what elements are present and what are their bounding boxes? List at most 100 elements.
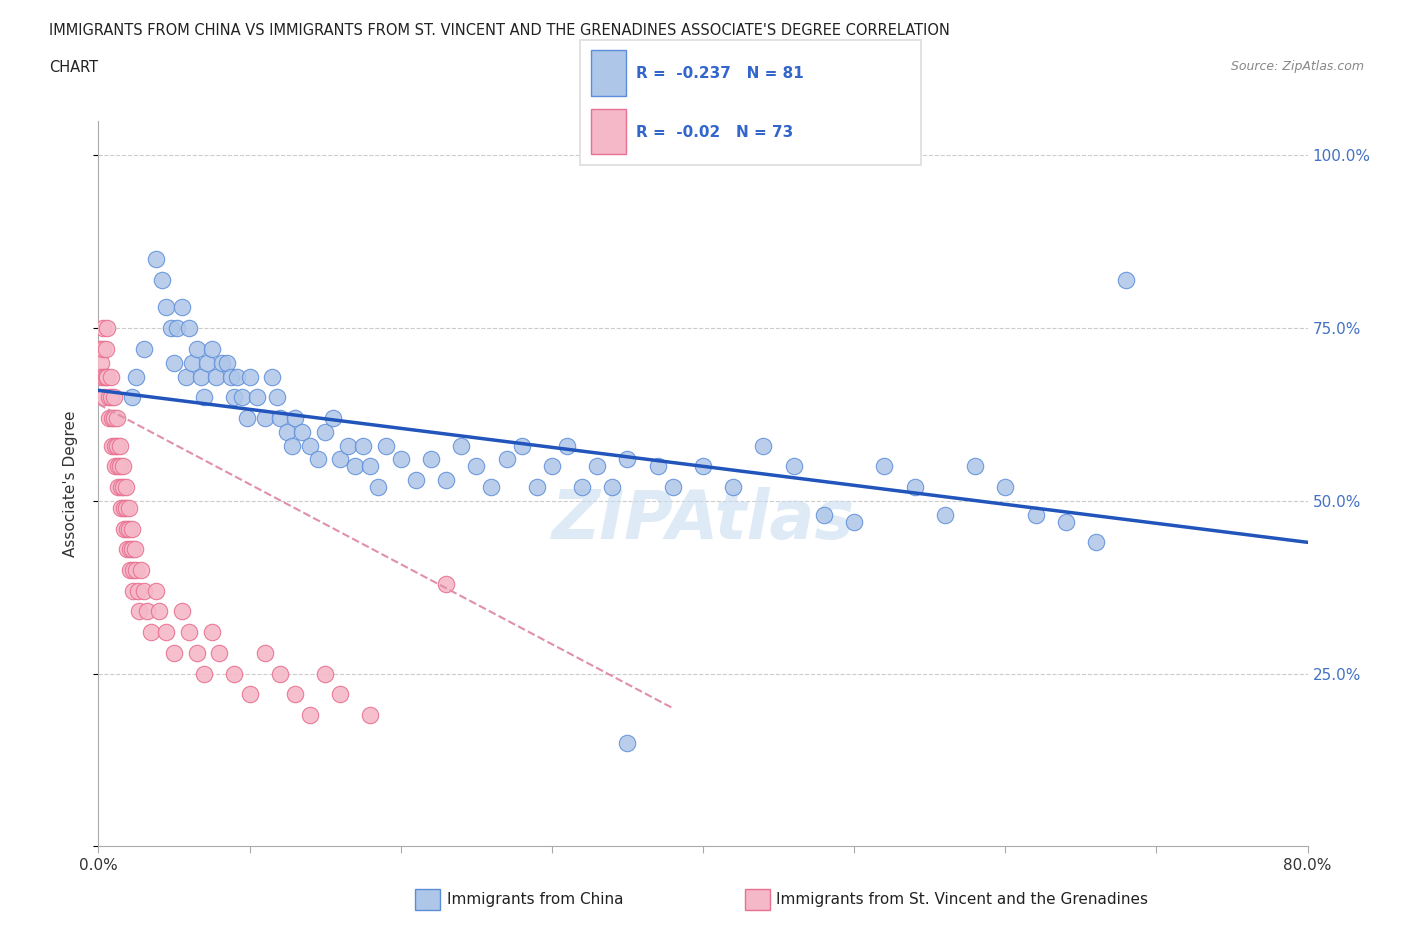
Point [540, 458, 562, 473]
Point [284, 687, 307, 702]
Point [571, 480, 593, 495]
Point [100, 369, 122, 384]
Point [389, 452, 412, 467]
Point [299, 438, 322, 453]
Point [367, 480, 389, 495]
Point [105, 410, 128, 425]
Point [329, 687, 352, 702]
Point [965, 458, 987, 473]
Point [844, 514, 866, 529]
Point [186, 645, 208, 660]
Point [93, 369, 115, 384]
Point [107, 458, 129, 473]
Point [121, 542, 143, 557]
Point [160, 321, 183, 336]
Point [299, 708, 322, 723]
Point [91, 321, 114, 336]
Point [94, 369, 117, 384]
Point [104, 458, 127, 473]
Point [100, 390, 122, 405]
Point [873, 458, 896, 473]
Point [150, 272, 173, 287]
Point [1054, 514, 1077, 529]
Point [1115, 272, 1137, 287]
Point [661, 480, 683, 495]
Text: R =  -0.02   N = 73: R = -0.02 N = 73 [636, 125, 793, 140]
Point [115, 542, 138, 557]
Point [120, 542, 142, 557]
Point [110, 480, 132, 495]
Point [224, 390, 246, 405]
Point [110, 500, 132, 515]
Point [616, 736, 638, 751]
FancyBboxPatch shape [579, 40, 921, 165]
Point [179, 321, 201, 336]
Point [344, 458, 367, 473]
Point [226, 369, 249, 384]
Point [105, 438, 128, 453]
Point [510, 438, 533, 453]
Point [181, 355, 204, 370]
Text: Immigrants from St. Vincent and the Grenadines: Immigrants from St. Vincent and the Gren… [776, 892, 1149, 907]
Point [481, 480, 503, 495]
Text: IMMIGRANTS FROM CHINA VS IMMIGRANTS FROM ST. VINCENT AND THE GRENADINES ASSOCIAT: IMMIGRANTS FROM CHINA VS IMMIGRANTS FROM… [49, 23, 950, 38]
Point [170, 604, 193, 618]
Point [104, 438, 127, 453]
Point [170, 300, 193, 315]
Point [179, 625, 201, 640]
Point [269, 410, 291, 425]
Point [108, 438, 131, 453]
Point [103, 390, 125, 405]
Point [602, 480, 624, 495]
Point [224, 666, 246, 681]
Point [322, 410, 344, 425]
Point [114, 480, 136, 495]
Point [904, 480, 927, 495]
Point [163, 645, 186, 660]
Point [193, 390, 215, 405]
Point [145, 252, 167, 267]
Point [96, 369, 118, 384]
Point [122, 583, 145, 598]
Point [128, 604, 150, 618]
Point [314, 666, 336, 681]
Point [246, 390, 269, 405]
Point [190, 369, 212, 384]
Point [352, 438, 374, 453]
Point [122, 563, 145, 578]
Point [266, 390, 288, 405]
Point [121, 521, 143, 536]
Point [132, 583, 155, 598]
Point [94, 341, 117, 356]
Point [111, 458, 134, 473]
Point [526, 480, 548, 495]
Point [221, 369, 243, 384]
Point [329, 452, 352, 467]
Point [1085, 535, 1108, 550]
Point [201, 341, 224, 356]
Point [235, 410, 257, 425]
Point [231, 390, 253, 405]
Point [450, 438, 472, 453]
Point [127, 583, 149, 598]
Point [253, 410, 276, 425]
Point [420, 452, 443, 467]
Point [118, 521, 141, 536]
Point [155, 300, 177, 315]
Point [314, 424, 336, 439]
Point [616, 452, 638, 467]
Point [174, 369, 197, 384]
Point [135, 604, 157, 618]
Point [239, 687, 262, 702]
Point [107, 480, 129, 495]
Point [108, 458, 131, 473]
Point [125, 369, 148, 384]
Point [93, 390, 115, 405]
Point [239, 369, 262, 384]
Point [132, 341, 155, 356]
Point [262, 369, 284, 384]
Point [145, 583, 167, 598]
Point [434, 472, 457, 487]
Point [121, 390, 143, 405]
Point [495, 452, 517, 467]
